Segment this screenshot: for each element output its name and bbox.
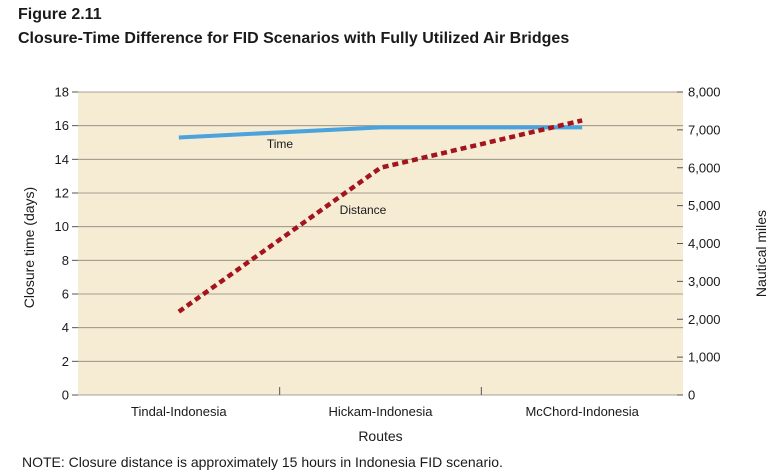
figure-label: Figure 2.11 [18, 6, 102, 23]
right-tick-label: 8,000 [688, 85, 721, 100]
x-tick-label: Hickam-Indonesia [328, 404, 433, 419]
left-tick-label: 10 [55, 219, 69, 234]
x-axis-title: Routes [358, 428, 402, 444]
right-tick-label: 6,000 [688, 160, 721, 175]
right-tick-label: 4,000 [688, 236, 721, 251]
left-axis-title: Closure time (days) [21, 187, 37, 308]
x-tick-label: Tindal-Indonesia [131, 404, 227, 419]
left-tick-label: 2 [62, 354, 69, 369]
series-label-time: Time [267, 137, 294, 151]
left-tick-label: 0 [62, 388, 69, 403]
left-tick-label: 12 [55, 186, 69, 201]
series-line-distance [177, 118, 583, 314]
plot-background [78, 92, 683, 395]
figure-note: NOTE: Closure distance is approximately … [22, 454, 503, 470]
left-tick-label: 18 [55, 85, 69, 100]
right-tick-label: 7,000 [688, 122, 721, 137]
left-tick-label: 4 [62, 320, 69, 335]
right-axis-title: Nautical miles [753, 210, 769, 297]
left-tick-label: 16 [55, 118, 69, 133]
right-tick-label: 5,000 [688, 198, 721, 213]
right-tick-label: 0 [688, 388, 695, 403]
series-line-time [178, 125, 583, 140]
left-tick-label: 14 [55, 152, 69, 167]
left-tick-label: 6 [62, 287, 69, 302]
series-label-distance: Distance [340, 203, 387, 217]
figure-title: Closure-Time Difference for FID Scenario… [18, 30, 570, 47]
x-tick-label: McChord-Indonesia [525, 404, 639, 419]
right-tick-label: 3,000 [688, 274, 721, 289]
left-tick-label: 8 [62, 253, 69, 268]
right-tick-label: 2,000 [688, 312, 721, 327]
right-tick-label: 1,000 [688, 350, 721, 365]
